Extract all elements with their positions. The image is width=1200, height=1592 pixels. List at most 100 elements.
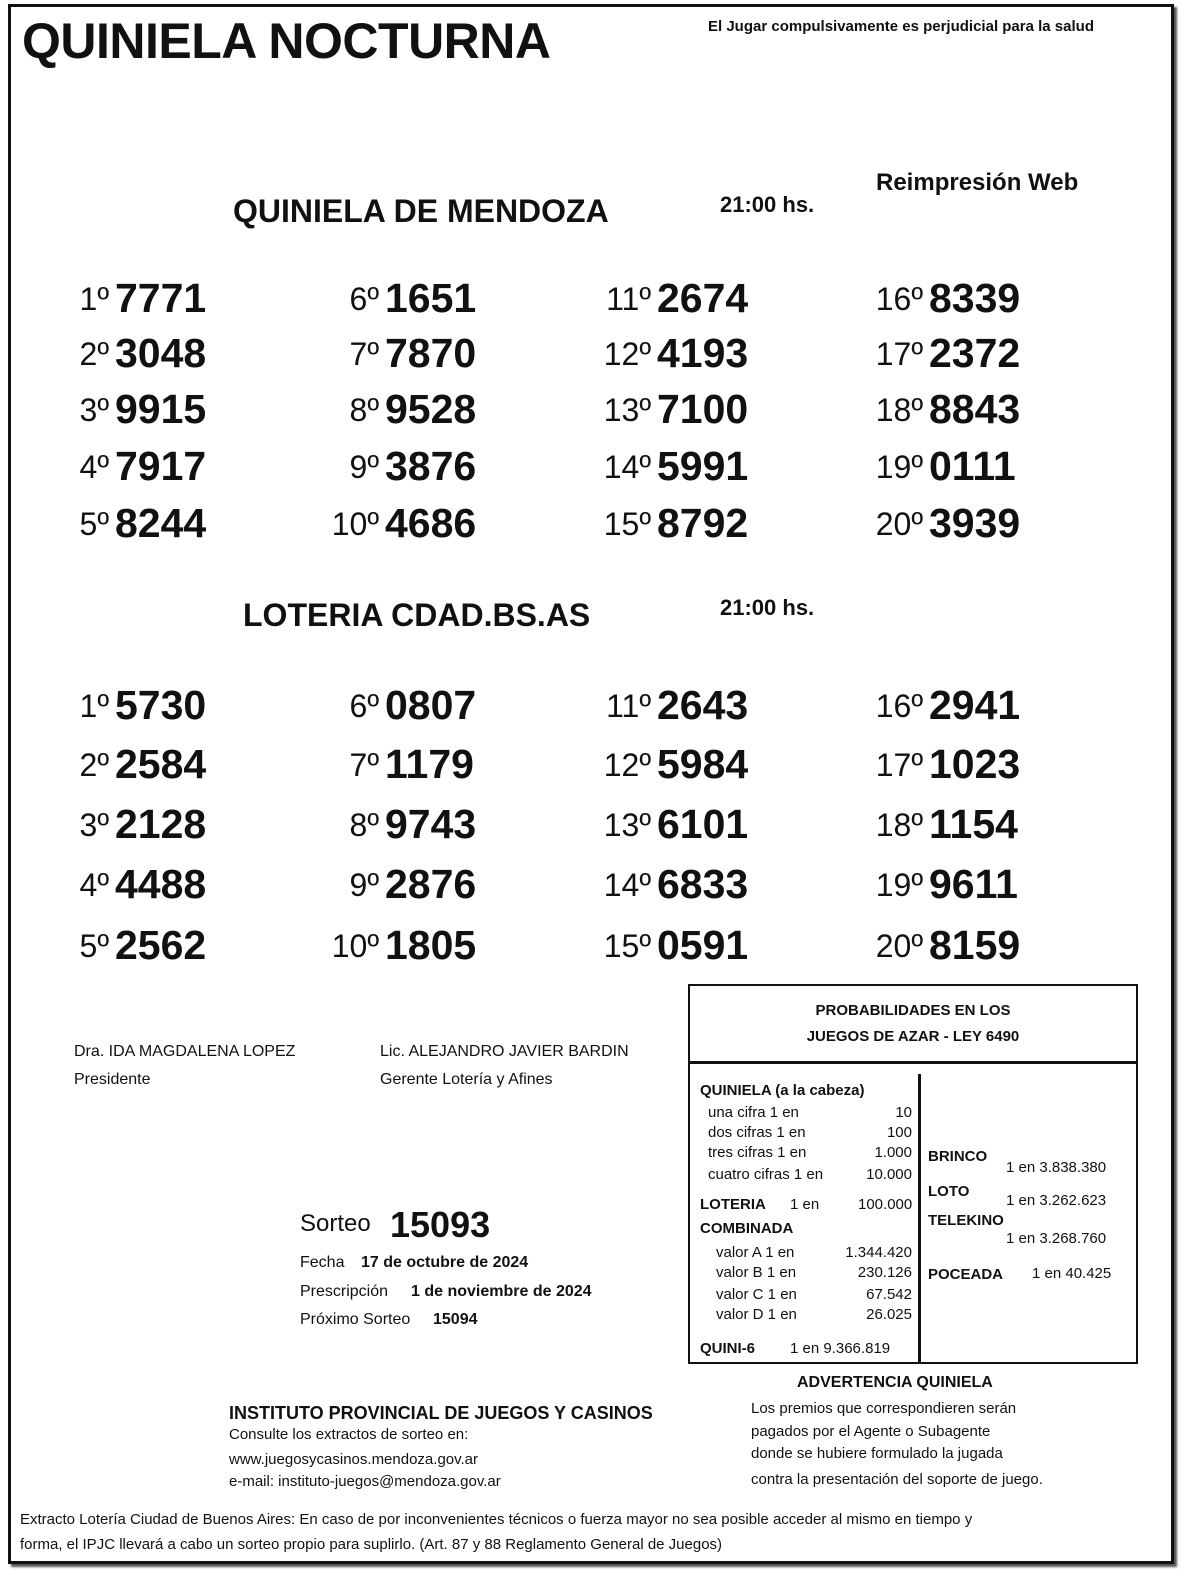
- result-position: 5º: [79, 506, 109, 542]
- institute-email-link[interactable]: e-mail: instituto-juegos@mendoza.gov.ar: [229, 1473, 501, 1490]
- result-number: 9743: [385, 801, 477, 847]
- result-number: 1805: [385, 922, 477, 968]
- odds-value: 26.025: [866, 1306, 912, 1323]
- sorteo-label: Sorteo: [300, 1210, 371, 1237]
- advertencia-line: pagados por el Agente o Subagente: [751, 1422, 991, 1440]
- result-number: 2584: [115, 741, 207, 787]
- column-divider: [918, 1074, 921, 1362]
- odds-label: una cifra 1 en: [708, 1104, 799, 1121]
- result-position: 11º: [606, 281, 651, 317]
- result-number: 2941: [929, 682, 1021, 728]
- result-number: 8244: [115, 500, 207, 546]
- result-number: 0591: [657, 922, 749, 968]
- signatory-name: Dra. IDA MAGDALENA LOPEZ: [74, 1043, 296, 1060]
- result-number: 8792: [657, 500, 749, 546]
- result-position: 3º: [79, 807, 109, 843]
- result-position: 11º: [606, 688, 651, 724]
- result-number: 4488: [115, 861, 207, 907]
- result-position: 5º: [79, 928, 109, 964]
- result-number: 3939: [929, 500, 1021, 546]
- result-position: 4º: [79, 867, 109, 903]
- result-position: 18º: [875, 392, 923, 428]
- signatory-name: Lic. ALEJANDRO JAVIER BARDIN: [380, 1043, 629, 1060]
- poceada-value: 1 en 40.425: [1032, 1265, 1112, 1282]
- result-position: 15º: [603, 506, 651, 542]
- result-number: 8159: [929, 922, 1021, 968]
- result-number: 2674: [657, 275, 749, 321]
- result-number: 4686: [385, 500, 477, 546]
- result-position: 16º: [875, 688, 923, 724]
- result-number: 2643: [657, 682, 749, 728]
- probabilities-header: PROBABILIDADES EN LOS JUEGOS DE AZAR - L…: [690, 986, 1136, 1064]
- result-position: 9º: [349, 867, 379, 903]
- result-position: 20º: [875, 506, 923, 542]
- result-number: 1023: [929, 741, 1021, 787]
- result-position: 2º: [79, 336, 109, 372]
- combinada-title: COMBINADA: [700, 1220, 794, 1237]
- loteria-odds-value: 100.000: [858, 1196, 913, 1213]
- advertencia-title: ADVERTENCIA QUINIELA: [797, 1374, 993, 1391]
- result-number: 5984: [657, 741, 749, 787]
- advertencia-line: contra la presentación del soporte de ju…: [751, 1470, 1043, 1488]
- result-number: 5991: [657, 443, 749, 489]
- result-position: 7º: [349, 747, 379, 783]
- result-number: 4193: [657, 330, 749, 376]
- result-number: 2128: [115, 801, 207, 847]
- result-position: 12º: [603, 747, 651, 783]
- result-number: 9528: [385, 386, 477, 432]
- odds-label: cuatro cifras 1 en: [708, 1166, 824, 1183]
- result-position: 8º: [349, 807, 379, 843]
- loto-value: 1 en 3.262.623: [1006, 1192, 1107, 1209]
- result-position: 14º: [603, 449, 651, 485]
- institute-website-link[interactable]: www.juegosycasinos.mendoza.gov.ar: [229, 1451, 479, 1468]
- odds-label: valor D 1 en: [716, 1306, 797, 1323]
- odds-value: 100: [886, 1124, 912, 1141]
- telekino-value: 1 en 3.268.760: [1006, 1230, 1107, 1247]
- result-number: 0111: [929, 443, 1016, 489]
- odds-label: dos cifras 1 en: [708, 1124, 806, 1141]
- odds-label: tres cifras 1 en: [708, 1144, 807, 1161]
- result-position: 18º: [875, 807, 923, 843]
- loteria-odds-text: 1 en: [790, 1196, 820, 1213]
- result-position: 2º: [79, 747, 109, 783]
- loteria-odds-label: LOTERIA: [700, 1196, 766, 1213]
- result-number: 8843: [929, 386, 1021, 432]
- poceada-label: POCEADA: [928, 1266, 1004, 1283]
- result-position: 7º: [349, 336, 379, 372]
- result-number: 1154: [929, 801, 1018, 847]
- loto-label: LOTO: [928, 1183, 970, 1200]
- mendoza-title: QUINIELA DE MENDOZA: [233, 193, 609, 229]
- probabilities-title: PROBABILIDADES EN LOS: [815, 1002, 1011, 1019]
- page-border: [8, 4, 1174, 1564]
- signatory-role: Gerente Lotería y Afines: [380, 1071, 553, 1088]
- odds-value: 10: [895, 1104, 912, 1121]
- fecha-value: 17 de octubre de 2024: [361, 1254, 529, 1271]
- odds-label: valor C 1 en: [716, 1286, 797, 1303]
- telekino-label: TELEKINO: [928, 1212, 1004, 1229]
- result-position: 3º: [79, 392, 109, 428]
- result-position: 6º: [349, 281, 379, 317]
- brinco-value: 1 en 3.838.380: [1006, 1159, 1107, 1176]
- result-position: 15º: [603, 928, 651, 964]
- signatory-role: Presidente: [74, 1071, 151, 1088]
- fecha-label: Fecha: [300, 1254, 345, 1271]
- odds-label: valor A 1 en: [716, 1244, 795, 1261]
- result-position: 17º: [875, 747, 923, 783]
- result-number: 1651: [385, 275, 477, 321]
- result-number: 1179: [385, 741, 474, 787]
- result-number: 0807: [385, 682, 477, 728]
- result-position: 4º: [79, 449, 109, 485]
- advertencia-line: donde se hubiere formulado la jugada: [751, 1445, 1003, 1462]
- result-position: 1º: [79, 688, 109, 724]
- result-position: 13º: [603, 807, 651, 843]
- result-number: 7771: [115, 275, 207, 321]
- prescripcion-value: 1 de noviembre de 2024: [411, 1283, 592, 1300]
- odds-value: 10.000: [866, 1166, 912, 1183]
- gambling-warning: El Jugar compulsivamente es perjudicial …: [708, 18, 1094, 35]
- reprint-label: Reimpresión Web: [876, 169, 1079, 196]
- odds-value: 230.126: [857, 1264, 912, 1281]
- result-number: 3876: [385, 443, 477, 489]
- odds-value: 1.000: [874, 1144, 912, 1161]
- result-number: 6101: [657, 801, 749, 847]
- footer-note: forma, el IPJC llevará a cabo un sorteo …: [20, 1536, 723, 1553]
